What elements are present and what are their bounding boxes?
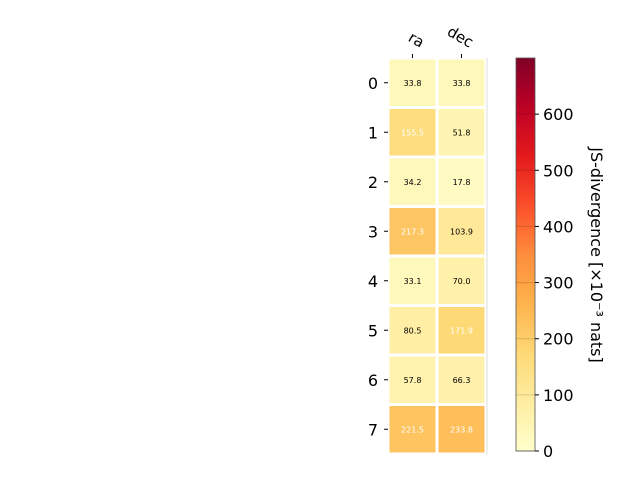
heatmap-cell — [438, 208, 485, 255]
heatmap-cell — [389, 257, 436, 304]
cell-value-label: 155.5 — [401, 128, 424, 137]
cell-value-label: 80.5 — [404, 326, 422, 335]
colorbar: 0 100 200 300 400 500 600 — [515, 57, 574, 461]
heatmap-cell — [438, 158, 485, 205]
y-tick-label: 1 — [368, 123, 378, 142]
x-tick-label: dec — [444, 22, 476, 51]
colorbar-tick-label: 300 — [543, 274, 574, 293]
colorbar-tick-label: 0 — [543, 442, 553, 461]
heatmap-cell — [438, 257, 485, 304]
cell-value-label: 221.5 — [401, 425, 424, 434]
heatmap-cell — [389, 356, 436, 403]
cell-value-label: 51.8 — [453, 128, 471, 137]
y-tick-label: 3 — [368, 222, 378, 241]
heatmap-cell — [389, 208, 436, 255]
cell-value-label: 171.9 — [450, 326, 473, 335]
y-tick-labels: 0 1 2 3 4 5 6 7 — [368, 58, 488, 454]
y-tick-label: 2 — [368, 173, 378, 192]
colorbar-tick-label: 200 — [543, 330, 574, 349]
heatmap-cell — [438, 406, 485, 453]
heatmap-cell — [389, 59, 436, 106]
heatmap-cell — [389, 307, 436, 354]
x-tick-labels: ra dec — [405, 22, 477, 58]
cell-value-label: 66.3 — [453, 376, 471, 385]
y-tick-label: 0 — [368, 74, 378, 93]
y-tick-label: 5 — [368, 321, 378, 340]
heatmap-cell — [438, 356, 485, 403]
cell-value-label: 103.9 — [450, 227, 473, 236]
y-tick-label: 4 — [368, 272, 378, 291]
y-tick-label: 7 — [368, 420, 378, 439]
heatmap-cell — [389, 109, 436, 156]
colorbar-tick-label: 600 — [543, 105, 574, 124]
colorbar-tick-label: 500 — [543, 161, 574, 180]
heatmap-cell — [389, 158, 436, 205]
cell-value-label: 217.3 — [401, 227, 424, 236]
cell-value-label: 33.8 — [404, 79, 422, 88]
heatmap-cell — [438, 109, 485, 156]
cell-value-label: 57.8 — [404, 376, 422, 385]
heatmap-cell — [389, 406, 436, 453]
cell-value-label: 17.8 — [453, 178, 471, 187]
cell-value-label: 33.8 — [453, 79, 471, 88]
colorbar-gradient — [515, 57, 536, 452]
heatmap-cell — [438, 307, 485, 354]
heatmap-cells: 33.8 33.8 155.5 51.8 34.2 17.8 217.3 103.9 33.1 7… — [389, 59, 485, 453]
colorbar-label: JS-divergence [×10⁻³ nats] — [587, 146, 606, 362]
heatmap-cell — [438, 59, 485, 106]
cell-value-label: 233.8 — [450, 425, 473, 434]
cell-value-label: 70.0 — [453, 277, 471, 286]
y-tick-label: 6 — [368, 371, 378, 390]
x-tick-label: ra — [405, 28, 427, 51]
colorbar-tick-label: 100 — [543, 386, 574, 405]
cell-value-label: 34.2 — [404, 178, 422, 187]
cell-value-label: 33.1 — [404, 277, 422, 286]
colorbar-tick-label: 400 — [543, 217, 574, 236]
